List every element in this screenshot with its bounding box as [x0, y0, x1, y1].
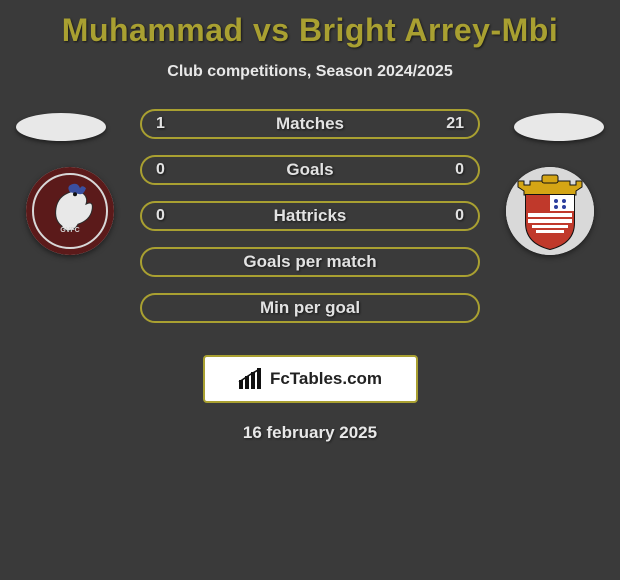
stat-value-left: 0	[156, 161, 176, 179]
stat-label: Matches	[142, 114, 478, 134]
club-badge-left-art: GVFC	[26, 167, 114, 255]
stat-row-matches: 1 Matches 21	[140, 109, 480, 139]
stat-value-right: 0	[444, 207, 464, 225]
stat-value-right: 0	[444, 161, 464, 179]
infographic-root: Muhammad vs Bright Arrey-Mbi Club compet…	[0, 0, 620, 580]
subtitle: Club competitions, Season 2024/2025	[0, 63, 620, 81]
stat-value-left: 0	[156, 207, 176, 225]
stat-row-goals-per-match: Goals per match	[140, 247, 480, 277]
stat-row-hattricks: 0 Hattricks 0	[140, 201, 480, 231]
page-title: Muhammad vs Bright Arrey-Mbi	[0, 0, 620, 49]
club-badge-right	[506, 167, 594, 255]
stat-label: Goals	[142, 160, 478, 180]
brand-box: FcTables.com	[203, 355, 418, 403]
shield-icon	[506, 167, 594, 255]
rooster-icon: GVFC	[44, 180, 96, 236]
player-placeholder-left	[16, 113, 106, 141]
stat-value-right: 21	[444, 115, 464, 133]
player-placeholder-right	[514, 113, 604, 141]
stat-rows: 1 Matches 21 0 Goals 0 0 Hattricks 0 Goa…	[140, 109, 480, 339]
stat-row-goals: 0 Goals 0	[140, 155, 480, 185]
brand-label: FcTables.com	[270, 369, 382, 389]
date-label: 16 february 2025	[0, 423, 620, 443]
stat-value-left: 1	[156, 115, 176, 133]
club-badge-left: GVFC	[26, 167, 114, 255]
stat-label: Goals per match	[142, 252, 478, 272]
stat-label: Min per goal	[142, 298, 478, 318]
stat-label: Hattricks	[142, 206, 478, 226]
stat-row-min-per-goal: Min per goal	[140, 293, 480, 323]
club-badge-right-art	[506, 167, 594, 255]
bar-chart-icon	[238, 368, 264, 390]
svg-text:GVFC: GVFC	[60, 227, 79, 234]
comparison-arena: GVFC	[0, 109, 620, 349]
